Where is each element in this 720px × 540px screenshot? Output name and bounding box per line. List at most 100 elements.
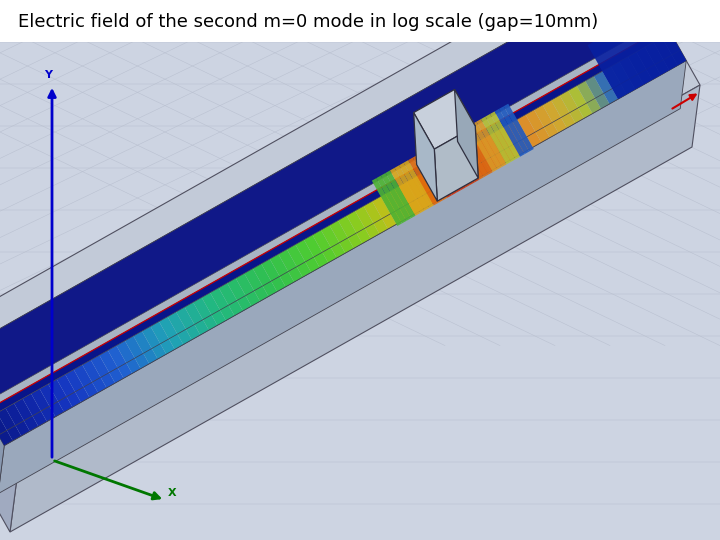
Polygon shape	[467, 124, 498, 172]
Polygon shape	[526, 110, 550, 143]
Polygon shape	[454, 90, 478, 178]
Polygon shape	[399, 163, 429, 211]
Polygon shape	[82, 360, 107, 393]
Polygon shape	[477, 119, 506, 167]
Polygon shape	[495, 109, 525, 157]
Polygon shape	[654, 38, 678, 70]
Polygon shape	[168, 312, 192, 345]
Polygon shape	[390, 168, 420, 215]
Polygon shape	[483, 134, 507, 166]
Polygon shape	[142, 326, 166, 359]
Polygon shape	[6, 403, 30, 436]
Polygon shape	[346, 211, 371, 244]
Polygon shape	[397, 182, 422, 214]
Polygon shape	[372, 197, 397, 229]
Polygon shape	[321, 225, 345, 258]
Polygon shape	[454, 132, 484, 180]
Polygon shape	[636, 47, 661, 80]
Polygon shape	[449, 153, 473, 186]
Polygon shape	[31, 389, 55, 422]
Polygon shape	[457, 148, 482, 181]
Polygon shape	[228, 278, 251, 311]
Polygon shape	[235, 273, 260, 306]
Polygon shape	[48, 379, 73, 412]
Polygon shape	[304, 235, 328, 267]
Polygon shape	[66, 369, 89, 402]
Polygon shape	[159, 316, 184, 349]
Polygon shape	[645, 42, 669, 75]
Polygon shape	[125, 336, 149, 369]
Polygon shape	[0, 413, 13, 446]
Polygon shape	[22, 394, 47, 427]
Polygon shape	[364, 201, 388, 234]
Polygon shape	[423, 167, 448, 200]
Polygon shape	[330, 220, 354, 253]
Polygon shape	[150, 321, 175, 354]
Polygon shape	[500, 124, 524, 157]
Polygon shape	[57, 374, 81, 407]
Polygon shape	[603, 66, 626, 99]
Polygon shape	[559, 91, 584, 123]
Polygon shape	[0, 0, 700, 470]
Polygon shape	[492, 129, 516, 161]
Polygon shape	[418, 152, 447, 200]
Polygon shape	[619, 57, 644, 90]
Polygon shape	[441, 158, 464, 191]
Polygon shape	[431, 145, 461, 193]
Polygon shape	[404, 160, 433, 208]
Polygon shape	[0, 60, 686, 494]
Polygon shape	[0, 330, 18, 532]
Polygon shape	[611, 62, 635, 94]
Polygon shape	[434, 126, 478, 201]
Polygon shape	[14, 399, 38, 431]
Polygon shape	[355, 206, 379, 239]
Polygon shape	[381, 192, 405, 224]
Polygon shape	[504, 104, 534, 152]
Polygon shape	[117, 341, 140, 374]
Polygon shape	[270, 254, 294, 287]
Polygon shape	[408, 158, 438, 205]
Polygon shape	[10, 85, 700, 532]
Polygon shape	[485, 114, 516, 162]
Polygon shape	[0, 0, 663, 404]
Text: Electric field of the second m=0 mode in log scale (gap=10mm): Electric field of the second m=0 mode in…	[18, 13, 598, 31]
Polygon shape	[219, 283, 243, 316]
Polygon shape	[133, 331, 158, 364]
Polygon shape	[463, 127, 493, 174]
Polygon shape	[377, 176, 407, 224]
Polygon shape	[176, 307, 200, 340]
Polygon shape	[99, 350, 124, 383]
Polygon shape	[449, 134, 480, 183]
Polygon shape	[372, 178, 402, 226]
Polygon shape	[295, 240, 320, 272]
Polygon shape	[422, 150, 452, 198]
Polygon shape	[312, 230, 337, 263]
Bar	[0, 0, 720, 42]
Polygon shape	[551, 96, 575, 128]
Polygon shape	[568, 86, 593, 118]
Polygon shape	[444, 137, 474, 185]
Polygon shape	[432, 163, 456, 195]
Polygon shape	[413, 155, 443, 203]
Polygon shape	[440, 140, 470, 187]
Polygon shape	[244, 268, 269, 301]
Polygon shape	[395, 165, 425, 213]
Polygon shape	[628, 52, 652, 85]
Text: X: X	[168, 488, 176, 498]
Polygon shape	[261, 259, 286, 292]
Polygon shape	[585, 76, 610, 109]
Polygon shape	[414, 90, 475, 149]
Polygon shape	[490, 111, 520, 159]
Polygon shape	[472, 122, 502, 170]
Polygon shape	[40, 384, 64, 417]
Polygon shape	[543, 100, 567, 133]
Polygon shape	[253, 264, 277, 296]
Polygon shape	[193, 298, 217, 330]
Polygon shape	[184, 302, 209, 335]
Polygon shape	[210, 288, 235, 321]
Polygon shape	[499, 106, 529, 154]
Polygon shape	[0, 408, 22, 441]
Polygon shape	[594, 71, 618, 104]
Polygon shape	[390, 187, 413, 219]
Polygon shape	[662, 33, 686, 65]
